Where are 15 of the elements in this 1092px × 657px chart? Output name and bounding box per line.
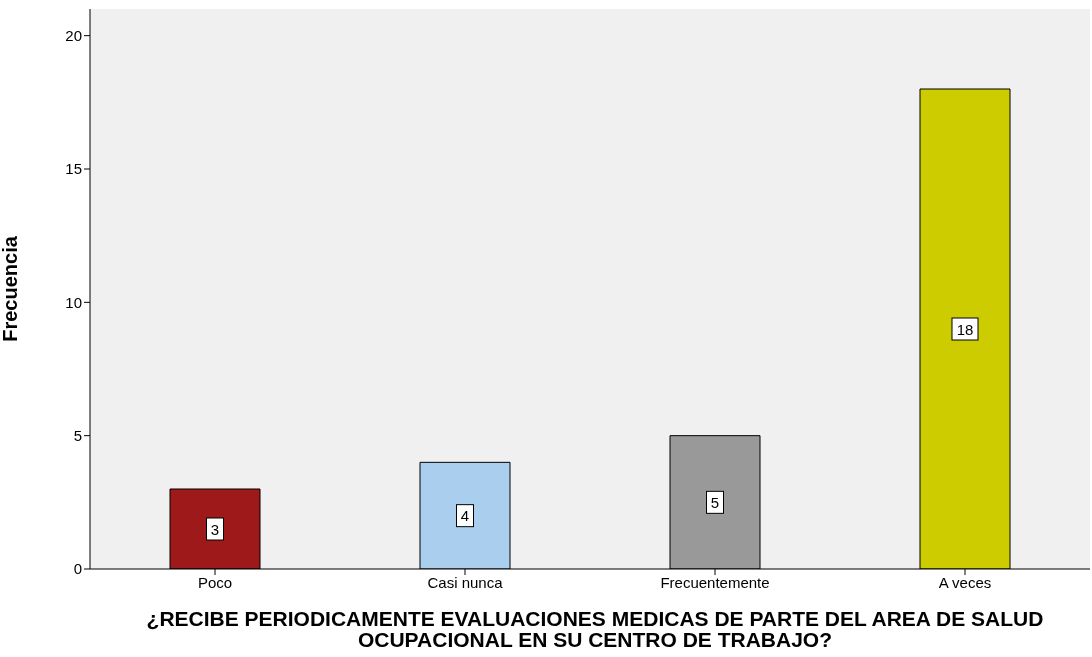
x-tick-label: Poco bbox=[197, 573, 233, 591]
x-tick-label: Casi nunca bbox=[427, 573, 504, 591]
x-tick-label: A veces bbox=[938, 573, 992, 591]
y-tick-label: 5 bbox=[73, 426, 82, 444]
y-tick-label: 15 bbox=[65, 160, 82, 178]
data-label: 4 bbox=[460, 507, 470, 525]
x-axis-title: ¿RECIBE PERIODICAMENTE EVALUACIONES MEDICAS DE PARTE DEL AREA DE SALUD OCUPACIONAL EN SU CENTRO DE TRABAJO? bbox=[145, 607, 1045, 651]
y-axis-title: Frecuencia bbox=[0, 235, 22, 342]
y-tick-label: 20 bbox=[65, 26, 82, 44]
data-label: 18 bbox=[956, 320, 974, 338]
data-label: 3 bbox=[210, 520, 220, 538]
data-label: 5 bbox=[710, 493, 720, 511]
y-tick-label: 10 bbox=[65, 293, 82, 311]
x-tick-label: Frecuentemente bbox=[660, 573, 770, 591]
y-tick-label: 0 bbox=[73, 560, 82, 578]
